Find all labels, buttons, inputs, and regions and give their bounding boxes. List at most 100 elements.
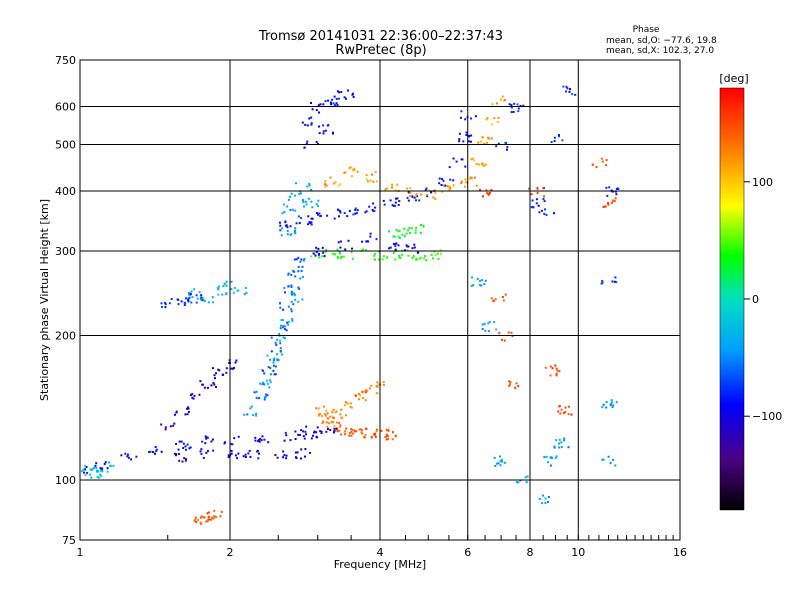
echo-point: [287, 321, 290, 324]
echo-point: [569, 88, 571, 91]
echo-point: [614, 190, 617, 193]
echo-point: [428, 189, 431, 192]
echo-point: [233, 286, 236, 289]
echo-point: [312, 252, 315, 255]
echo-point: [286, 321, 289, 324]
echo-point: [348, 434, 351, 437]
echo-point: [340, 91, 343, 93]
echo-point: [465, 181, 468, 184]
echo-point: [510, 111, 513, 114]
echo-point: [106, 467, 109, 470]
echo-point: [615, 281, 618, 284]
echo-point: [438, 182, 441, 185]
echo-point: [154, 446, 157, 448]
echo-point: [283, 439, 286, 442]
echo-point: [338, 209, 341, 212]
echo-point: [98, 476, 100, 479]
echo-point: [269, 358, 271, 361]
echo-point: [476, 277, 479, 280]
echo-point: [542, 198, 545, 200]
echo-point: [364, 389, 367, 392]
echo-point: [387, 438, 390, 441]
echo-point: [213, 374, 216, 377]
echo-point: [387, 430, 390, 432]
echo-point: [235, 359, 238, 362]
echo-point: [287, 198, 290, 201]
echo-point: [257, 440, 260, 443]
echo-point: [611, 401, 613, 404]
echo-point: [230, 452, 233, 455]
echo-point: [287, 273, 290, 276]
echo-point: [406, 229, 409, 232]
echo-point: [302, 435, 305, 438]
echo-point: [371, 173, 373, 176]
echo-point: [314, 254, 317, 257]
echo-point: [567, 446, 570, 449]
echo-point: [517, 385, 520, 388]
echo-point: [479, 140, 482, 143]
echo-point: [282, 203, 285, 206]
echo-point: [334, 253, 337, 256]
echo-point: [591, 163, 594, 166]
echo-point: [201, 299, 204, 302]
echo-point: [558, 370, 561, 373]
echo-point: [410, 227, 413, 229]
echo-point: [538, 497, 541, 500]
echo-point: [338, 251, 341, 254]
echo-point: [337, 184, 340, 187]
echo-point: [294, 227, 297, 230]
echo-point: [282, 450, 285, 453]
echo-point: [470, 140, 472, 143]
echo-point: [290, 286, 293, 288]
echo-point: [339, 425, 342, 428]
colorbar-label: [deg]: [719, 72, 748, 85]
echo-point: [164, 428, 167, 431]
colorbar: [719, 87, 745, 511]
echo-point: [160, 423, 163, 426]
echo-point: [481, 136, 484, 139]
echo-point: [606, 194, 609, 197]
x-tick-label: 2: [227, 546, 234, 559]
echo-point: [315, 141, 318, 143]
echo-point: [487, 322, 490, 325]
echo-point: [319, 412, 322, 415]
echo-point: [374, 253, 376, 256]
echo-point: [411, 256, 414, 259]
echo-point: [508, 380, 511, 383]
echo-point: [555, 439, 558, 442]
echo-point: [506, 148, 508, 151]
echo-point: [297, 266, 300, 268]
echo-point: [311, 206, 314, 209]
echo-point: [244, 287, 247, 289]
echo-point: [284, 431, 287, 434]
echo-point: [384, 188, 387, 191]
echo-point: [261, 435, 264, 438]
echo-point: [344, 248, 347, 251]
echo-point: [177, 298, 180, 301]
echo-point: [208, 518, 211, 521]
echo-point: [301, 275, 304, 278]
echo-point: [206, 386, 209, 389]
y-axis-label: Stationary phase Virtual Height [km]: [38, 199, 51, 401]
echo-point: [549, 464, 552, 467]
echo-point: [558, 134, 560, 136]
echo-point: [605, 406, 608, 409]
echo-point: [302, 430, 305, 433]
echo-point: [225, 280, 228, 283]
echo-point: [411, 247, 414, 250]
colorbar-tick-label: −100: [752, 410, 782, 423]
echo-point: [303, 205, 305, 208]
echo-point: [389, 199, 392, 202]
echo-point: [365, 210, 368, 213]
echo-point: [315, 436, 318, 439]
echo-point: [536, 191, 539, 194]
echo-point: [306, 140, 309, 143]
echo-point: [468, 140, 471, 143]
echo-point: [447, 185, 450, 188]
echo-point: [516, 103, 519, 106]
echo-point: [302, 201, 305, 204]
echo-point: [297, 256, 300, 259]
echo-point: [406, 196, 409, 199]
y-tick-label: 500: [55, 139, 76, 152]
echo-point: [280, 234, 283, 237]
